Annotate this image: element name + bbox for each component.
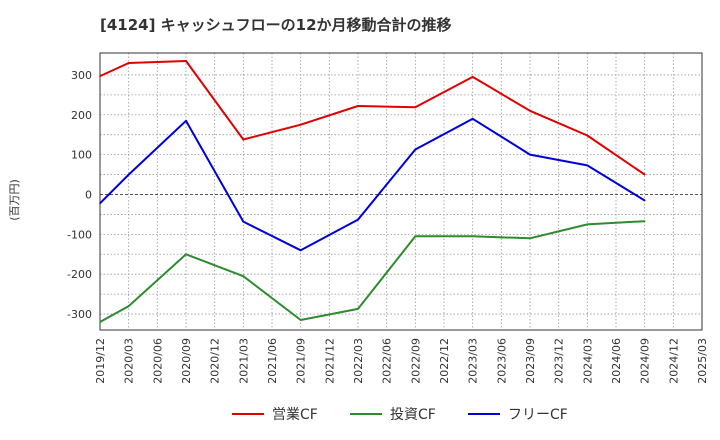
data-point (586, 164, 589, 167)
data-point (242, 220, 245, 223)
legend-label: 営業CF (272, 407, 318, 423)
data-point (242, 275, 245, 277)
x-tick-label: 2022/12 (438, 338, 451, 384)
data-point (586, 134, 589, 137)
y-tick-labels: 300 200 100 0 -100 -200 -300 (67, 69, 92, 321)
data-point (99, 75, 101, 77)
series-lines (99, 60, 646, 323)
data-point (586, 223, 589, 226)
grid-lines (100, 53, 702, 330)
x-tick-label: 2021/03 (237, 338, 250, 384)
data-point (471, 117, 474, 120)
data-point (643, 199, 646, 202)
data-point (299, 123, 302, 126)
x-tick-label: 2023/09 (524, 338, 537, 384)
x-tick-label: 2024/03 (581, 338, 594, 384)
x-tick-label: 2023/03 (467, 338, 480, 384)
chart-title: [4124] キャッシュフローの12か月移動合計の推移 (100, 16, 452, 34)
x-tick-label: 2022/03 (352, 338, 365, 384)
x-tick-label: 2022/06 (381, 338, 394, 384)
x-tick-label: 2021/12 (323, 338, 336, 384)
y-tick-label: 300 (71, 69, 92, 82)
legend-label: フリーCF (508, 407, 568, 423)
data-point (242, 138, 245, 141)
x-tick-labels: 2019/12 2020/03 2020/06 2020/09 2020/12 2021/… (94, 338, 709, 384)
y-tick-label: -300 (67, 308, 92, 321)
data-point (357, 105, 359, 107)
legend-label: 投資CF (390, 407, 436, 423)
y-tick-label: 0 (85, 188, 92, 201)
x-tick-label: 2020/06 (151, 338, 164, 384)
x-tick-label: 2022/09 (409, 338, 422, 384)
data-point (127, 173, 130, 176)
data-point (357, 218, 359, 221)
data-point (471, 76, 474, 78)
data-point (299, 249, 302, 252)
data-point (185, 119, 187, 122)
x-tick-label: 2024/06 (610, 338, 623, 384)
data-point (643, 173, 646, 176)
x-tick-label: 2024/09 (639, 338, 652, 384)
x-tick-label: 2020/09 (180, 338, 193, 384)
x-tick-label: 2020/03 (123, 338, 136, 384)
x-tick-label: 2023/06 (495, 338, 508, 384)
data-point (643, 220, 646, 222)
x-tick-label: 2021/06 (266, 338, 279, 384)
y-tick-label: -100 (67, 228, 92, 241)
data-point (414, 235, 417, 238)
data-point (127, 62, 130, 64)
data-point (414, 106, 417, 109)
y-axis-label: (百万円) (8, 179, 21, 221)
data-point (185, 253, 187, 256)
data-point (414, 148, 417, 151)
data-point (471, 235, 474, 238)
data-point (529, 153, 531, 156)
data-point (357, 308, 359, 310)
data-point (185, 60, 187, 62)
y-tick-label: 100 (71, 149, 92, 162)
data-point (99, 202, 101, 205)
y-tick-label: 200 (71, 109, 92, 122)
plot-frame (99, 52, 703, 331)
x-tick-label: 2020/12 (209, 338, 222, 384)
series-line-1 (99, 60, 646, 176)
data-point (529, 109, 531, 112)
x-tick-label: 2019/12 (94, 338, 107, 384)
x-tick-label: 2021/09 (295, 338, 308, 384)
data-point (127, 305, 130, 307)
data-point (529, 237, 531, 240)
x-tick-label: 2025/03 (696, 338, 709, 384)
x-tick-label: 2024/12 (667, 338, 680, 384)
x-tick-label: 2023/12 (553, 338, 566, 384)
data-point (299, 319, 302, 321)
data-point (99, 321, 101, 323)
legend: 営業CF 投資CF フリーCF (232, 407, 568, 423)
y-tick-label: -200 (67, 268, 92, 281)
series-line-2 (99, 220, 645, 323)
